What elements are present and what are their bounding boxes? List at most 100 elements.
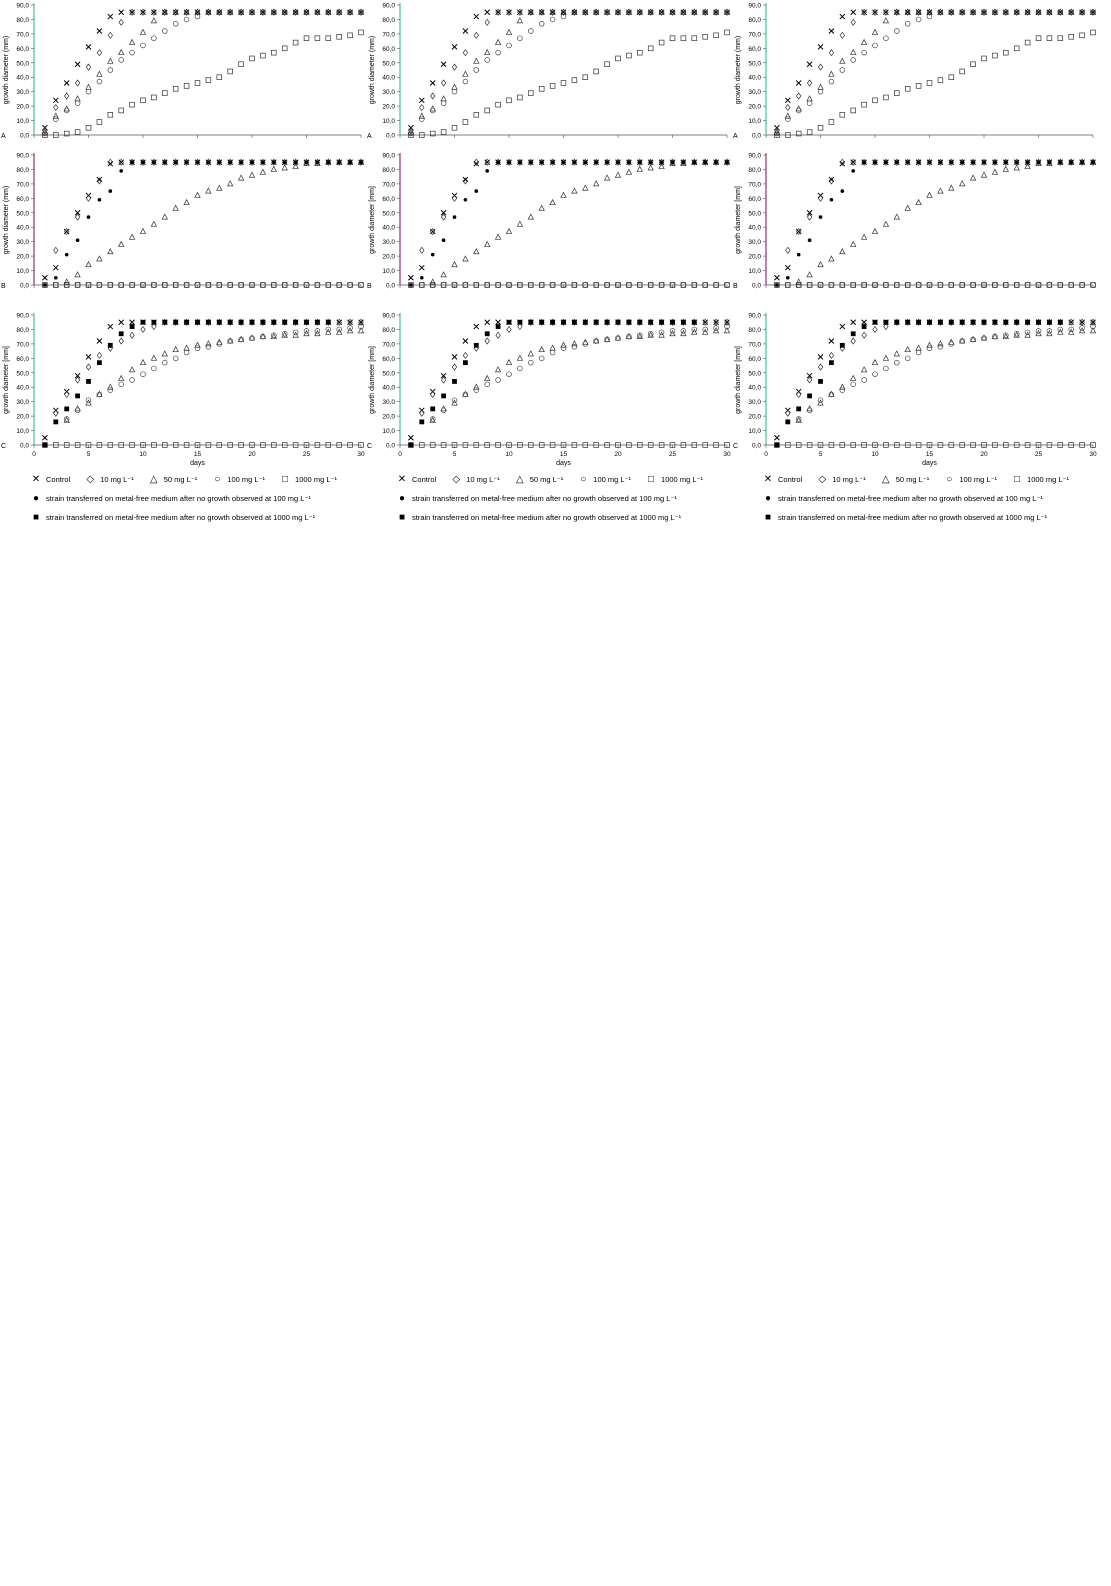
data-point bbox=[250, 160, 254, 165]
data-point bbox=[538, 8, 545, 15]
data-point bbox=[817, 44, 824, 50]
x-tick-label: 25 bbox=[669, 451, 677, 458]
data-point bbox=[1036, 160, 1041, 165]
data-point bbox=[829, 197, 834, 202]
data-point bbox=[593, 282, 599, 288]
data-point bbox=[949, 160, 954, 165]
y-tick-label: 50,0 bbox=[16, 60, 29, 67]
data-point bbox=[281, 331, 288, 338]
data-point bbox=[795, 80, 802, 86]
series-10-mg-l bbox=[419, 318, 730, 417]
data-point bbox=[162, 282, 168, 288]
data-point bbox=[53, 282, 59, 288]
data-point bbox=[603, 8, 611, 15]
data-point bbox=[785, 132, 791, 138]
data-point bbox=[829, 360, 834, 366]
data-point bbox=[239, 160, 243, 165]
data-point bbox=[74, 442, 81, 448]
data-point bbox=[430, 406, 436, 412]
data-point bbox=[173, 160, 178, 165]
data-point bbox=[347, 9, 353, 15]
data-point bbox=[85, 363, 92, 371]
data-point bbox=[408, 127, 414, 135]
data-point bbox=[63, 416, 70, 423]
data-point bbox=[1046, 328, 1053, 334]
data-point bbox=[850, 319, 857, 326]
data-point bbox=[1002, 165, 1009, 172]
data-point bbox=[54, 275, 58, 280]
data-point bbox=[429, 442, 436, 448]
data-point bbox=[260, 8, 266, 16]
y-tick-label: 50,0 bbox=[382, 60, 395, 67]
data-point bbox=[451, 397, 458, 403]
data-point bbox=[861, 331, 867, 339]
data-point bbox=[228, 160, 232, 165]
data-point bbox=[1013, 442, 1020, 448]
data-point bbox=[107, 112, 114, 118]
data-point bbox=[473, 383, 480, 390]
data-point bbox=[216, 341, 223, 347]
data-point bbox=[527, 350, 534, 357]
data-point bbox=[795, 416, 802, 422]
data-point bbox=[560, 282, 567, 288]
y-tick-label: 30,0 bbox=[748, 89, 761, 96]
data-point bbox=[549, 349, 556, 356]
data-point bbox=[806, 61, 813, 68]
data-point bbox=[713, 318, 719, 326]
data-point bbox=[1057, 8, 1064, 15]
data-point bbox=[991, 332, 999, 340]
data-point bbox=[325, 8, 331, 16]
panel-letter: A bbox=[733, 133, 738, 140]
data-point bbox=[872, 9, 878, 16]
x-tick-label: 20 bbox=[614, 451, 622, 458]
data-point bbox=[916, 319, 921, 325]
data-point bbox=[506, 97, 512, 104]
series-1000-mg-l bbox=[774, 29, 1096, 138]
series-50-mg-l bbox=[795, 327, 1097, 423]
data-point bbox=[724, 282, 730, 288]
data-point bbox=[53, 419, 59, 425]
data-point bbox=[927, 160, 932, 165]
data-point bbox=[238, 8, 244, 16]
data-point bbox=[904, 345, 911, 353]
data-point bbox=[1069, 160, 1073, 165]
data-point bbox=[1035, 8, 1042, 16]
data-point bbox=[1014, 8, 1020, 16]
data-point bbox=[42, 127, 48, 135]
data-point bbox=[347, 318, 353, 326]
legend-col-3: ✕ Control ◇ 10 mg L⁻¹ △ 50 mg L⁻¹ ○ 100 mg L… bbox=[762, 474, 1102, 534]
data-point bbox=[992, 52, 998, 59]
data-point bbox=[1003, 49, 1009, 56]
data-point bbox=[237, 174, 245, 181]
panel-letter: C bbox=[367, 443, 372, 450]
data-point bbox=[806, 372, 813, 379]
data-point bbox=[506, 8, 512, 16]
y-tick-label: 60,0 bbox=[382, 196, 395, 203]
legend-item-10: ◇ 10 mg L⁻¹ bbox=[84, 474, 133, 485]
data-point bbox=[293, 160, 298, 165]
data-point bbox=[926, 442, 933, 448]
data-point bbox=[419, 409, 425, 417]
data-point bbox=[440, 61, 447, 68]
data-point bbox=[129, 282, 135, 288]
data-point bbox=[462, 338, 469, 344]
panel-b-1: 0,0 10,0 20,0 30,0 40,0 50,0 60,0 70,0 80,0 90,0 g… bbox=[1, 153, 365, 290]
data-point bbox=[337, 160, 342, 165]
x-icon: ✕ bbox=[397, 474, 407, 485]
data-point bbox=[118, 319, 125, 326]
data-point bbox=[784, 97, 791, 104]
x-tick-label: 25 bbox=[1035, 451, 1043, 458]
data-point bbox=[184, 160, 189, 165]
data-point bbox=[118, 18, 124, 26]
data-point bbox=[538, 86, 545, 92]
data-point bbox=[658, 162, 665, 169]
data-point bbox=[1013, 164, 1020, 171]
data-point bbox=[724, 29, 730, 36]
data-point bbox=[260, 442, 266, 448]
data-point bbox=[505, 28, 513, 35]
circle-icon: ○ bbox=[214, 474, 221, 485]
data-point bbox=[507, 160, 511, 165]
data-point bbox=[216, 74, 223, 80]
data-point bbox=[839, 282, 846, 288]
data-point bbox=[194, 80, 201, 86]
